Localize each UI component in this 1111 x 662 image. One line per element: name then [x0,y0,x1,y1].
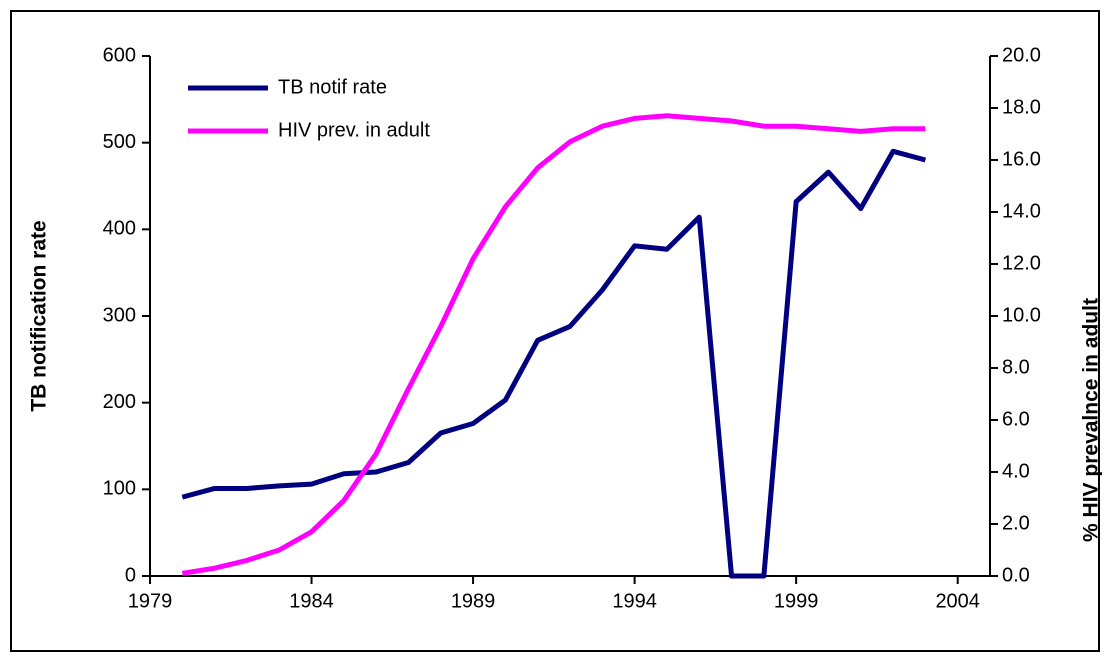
y2-tick-label: 16.0 [1002,148,1041,170]
y2-tick-label: 12.0 [1002,252,1041,274]
y2-tick-label: 4.0 [1002,460,1030,482]
y-axis-title: TB notification rate [28,220,51,411]
y2-tick-label: 10.0 [1002,304,1041,326]
x-tick-label: 1984 [289,590,334,612]
y2-tick-label: 18.0 [1002,96,1041,118]
y2-tick-label: 2.0 [1002,512,1030,534]
y-tick-label: 100 [103,478,136,500]
x-tick-label: 2004 [935,590,980,612]
y-tick-label: 200 [103,391,136,413]
y-tick-label: 600 [103,44,136,66]
legend-label: HIV prev. in adult [278,119,430,141]
y2-tick-label: 20.0 [1002,44,1041,66]
y-tick-label: 300 [103,304,136,326]
y2-tick-label: 0.0 [1002,564,1030,586]
y2-tick-label: 8.0 [1002,356,1030,378]
y2-tick-label: 14.0 [1002,200,1041,222]
x-tick-label: 1989 [451,590,496,612]
x-tick-label: 1999 [774,590,819,612]
y2-axis-title: % HIV prevalnce in adult [1080,298,1103,542]
x-tick-label: 1994 [612,590,657,612]
y-tick-label: 400 [103,218,136,240]
y-tick-label: 0 [125,564,136,586]
series-line [181,148,927,579]
legend-label: TB notif rate [278,76,387,98]
y-tick-label: 500 [103,131,136,153]
y2-tick-label: 6.0 [1002,408,1030,430]
x-tick-label: 1979 [128,590,173,612]
series-line [181,113,926,576]
